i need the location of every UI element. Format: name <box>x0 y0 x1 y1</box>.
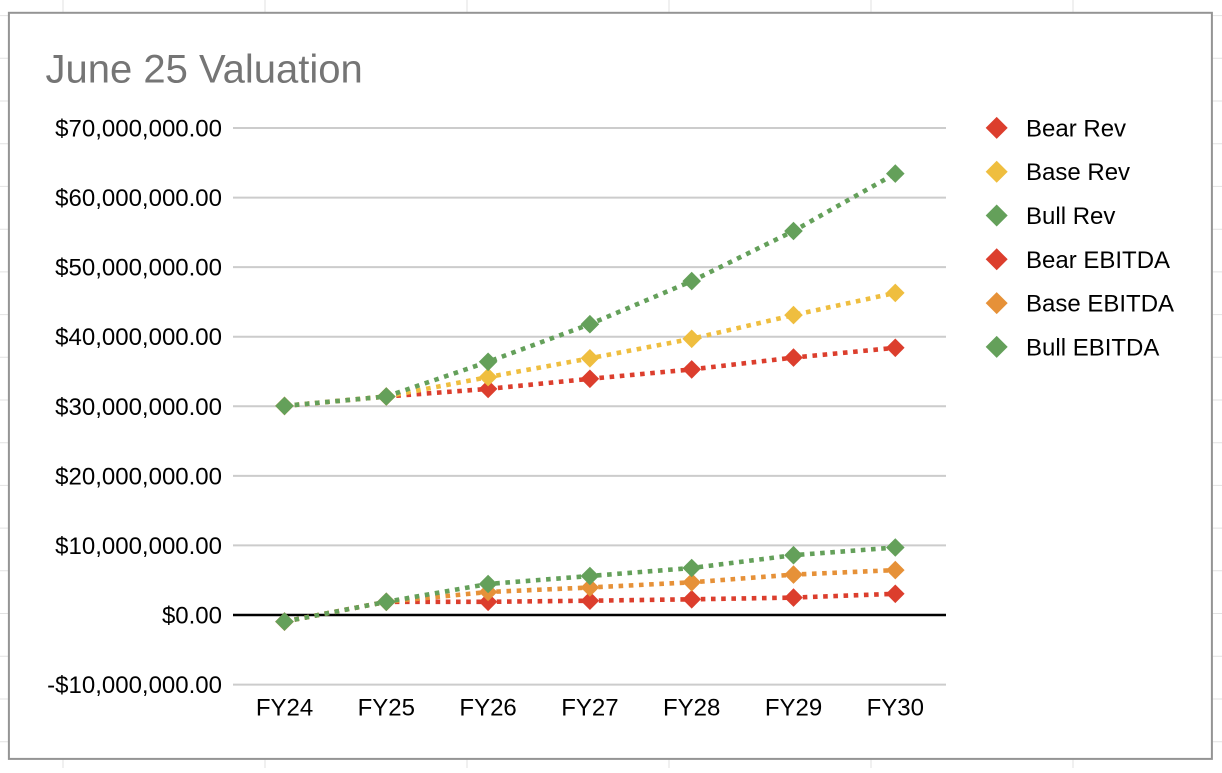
svg-text:June 25 Valuation: June 25 Valuation <box>46 48 363 92</box>
svg-text:FY25: FY25 <box>358 695 415 722</box>
svg-text:FY29: FY29 <box>765 695 822 722</box>
svg-text:$60,000,000.00: $60,000,000.00 <box>55 185 222 212</box>
svg-text:$0.00: $0.00 <box>162 603 222 630</box>
svg-text:Bull Rev: Bull Rev <box>1026 203 1115 230</box>
svg-text:FY26: FY26 <box>459 695 516 722</box>
svg-text:Bear EBITDA: Bear EBITDA <box>1026 247 1170 274</box>
svg-text:$50,000,000.00: $50,000,000.00 <box>55 255 222 282</box>
svg-text:$20,000,000.00: $20,000,000.00 <box>55 463 222 490</box>
svg-text:$70,000,000.00: $70,000,000.00 <box>55 116 222 143</box>
svg-text:FY30: FY30 <box>867 695 924 722</box>
svg-text:$40,000,000.00: $40,000,000.00 <box>55 324 222 351</box>
svg-text:FY28: FY28 <box>663 695 720 722</box>
svg-text:Bull EBITDA: Bull EBITDA <box>1026 334 1159 361</box>
svg-text:FY27: FY27 <box>561 695 618 722</box>
svg-text:$30,000,000.00: $30,000,000.00 <box>55 394 222 421</box>
svg-text:FY24: FY24 <box>256 695 313 722</box>
svg-text:$10,000,000.00: $10,000,000.00 <box>55 533 222 560</box>
svg-text:-$10,000,000.00: -$10,000,000.00 <box>47 672 222 699</box>
svg-text:Bear Rev: Bear Rev <box>1026 115 1126 142</box>
svg-text:Base Rev: Base Rev <box>1026 159 1130 186</box>
svg-text:Base EBITDA: Base EBITDA <box>1026 291 1174 318</box>
